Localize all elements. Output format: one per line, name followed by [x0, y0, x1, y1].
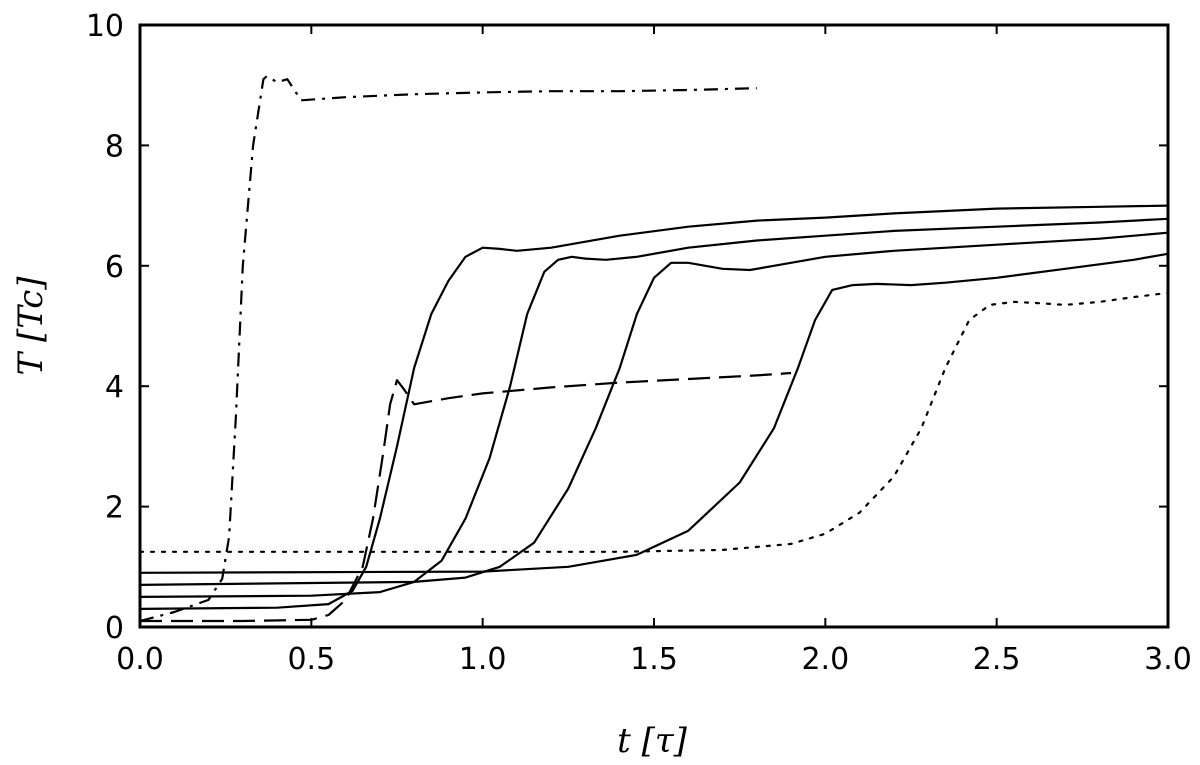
series-line-dash-dot	[140, 75, 757, 623]
series-line-long-dash	[140, 371, 792, 623]
y-tick-label: 6	[105, 250, 124, 285]
y-axis-label: T [Tc]	[11, 276, 51, 376]
x-axis-label: t [τ]	[617, 721, 688, 761]
y-tick-label: 2	[105, 491, 124, 526]
series-line-solid-3	[140, 231, 1168, 586]
x-tick-label: 0.5	[287, 642, 335, 677]
y-tick-label: 8	[105, 129, 124, 164]
x-tick-label: 1.0	[459, 642, 507, 677]
x-tick-label: 2.5	[973, 642, 1021, 677]
ticks-layer: 0.0 0.5 1.0 1.5 2.0 2.5 3.0 0 2 4 6 8 10	[86, 9, 1192, 677]
series-line-dotted	[140, 291, 1168, 553]
y-tick-label: 0	[105, 611, 124, 646]
plot-frame	[138, 23, 1170, 629]
x-tick-label: 3.0	[1144, 642, 1192, 677]
x-tick-label: 0.0	[116, 642, 164, 677]
series-line-solid-4	[140, 252, 1168, 574]
series-layer	[140, 75, 1168, 623]
y-tick-label: 4	[105, 370, 124, 405]
y-tick-label: 10	[86, 9, 124, 44]
x-tick-label: 1.5	[630, 642, 678, 677]
x-tick-label: 2.0	[801, 642, 849, 677]
series-line-solid-1	[140, 204, 1168, 610]
